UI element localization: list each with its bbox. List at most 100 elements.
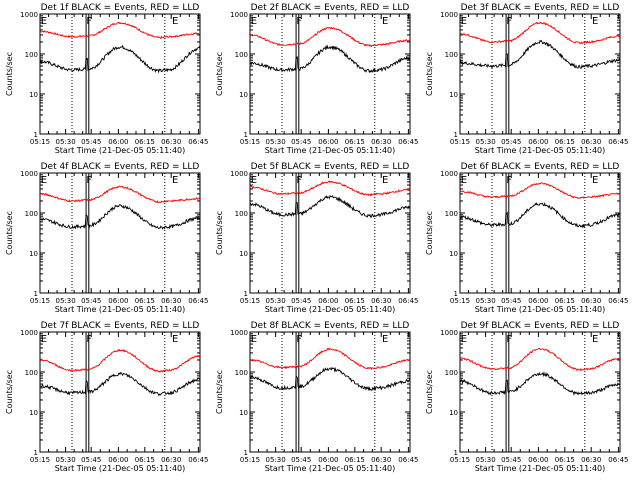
panel-5-lld-line (249, 180, 411, 197)
panel-9-ytick-label: 1 (454, 449, 458, 457)
panel-8-ytick-label: 1 (244, 449, 248, 457)
panel-9-xtick-label: 05:30 (476, 456, 496, 464)
panel-7-events-line (39, 371, 201, 397)
panel-5-xtick-label: 06:00 (318, 297, 338, 305)
panel-2-xtick-label: 05:30 (266, 138, 286, 146)
panel-7-xtick-label: 06:30 (161, 456, 181, 464)
panel-3-xlabel: Start Time (21-Dec-05 05:11:40) (475, 146, 606, 155)
panel-7-lld-line (39, 348, 201, 373)
panel-4-xtick-label: 05:45 (81, 297, 101, 305)
panel-8-xtick-label: 06:45 (398, 456, 418, 464)
panel-7-flag-e: E (172, 334, 178, 345)
panel-6-xtick-label: 06:00 (528, 297, 548, 305)
panel-4-xtick-label: 05:15 (30, 297, 50, 305)
panel-8-title: Det 8f BLACK = Events, RED = LLD (251, 321, 410, 331)
panel-8-xlabel: Start Time (21-Dec-05 05:11:40) (265, 464, 396, 473)
panel-2-frame (249, 13, 411, 135)
panel-1-ytick-label: 100 (25, 51, 38, 59)
panel-2-flag-e: E (382, 16, 388, 27)
panel-6-ytick-label: 1 (454, 290, 458, 298)
panel-8-flag-e: E (251, 334, 257, 345)
panel-3-xtick-label: 05:45 (501, 138, 521, 146)
panel-2-xtick-label: 06:45 (398, 138, 418, 146)
panel-7-title: Det 7f BLACK = Events, RED = LLD (41, 321, 200, 331)
panel-1-ytick-label: 10 (29, 91, 38, 99)
panel-6-xtick-label: 05:30 (476, 297, 496, 305)
panel-5-ytick-label: 1 (244, 290, 248, 298)
panel-1-flag-f: F (86, 16, 92, 27)
panel-1-title: Det 1f BLACK = Events, RED = LLD (41, 3, 200, 13)
panel-8-ytick-label: 100 (235, 369, 248, 377)
panel-3-ytick-label: 100 (445, 51, 458, 59)
panel-7-ytick-label: 1000 (20, 329, 38, 337)
panel-5-ylabel: Counts/sec (215, 211, 224, 255)
panel-6-ytick-label: 1000 (440, 170, 458, 178)
panel-4-ytick-label: 1 (34, 290, 38, 298)
panel-5-xtick-label: 05:15 (240, 297, 260, 305)
panel-3-xtick-label: 05:30 (476, 138, 496, 146)
panel-1-xtick-label: 06:15 (135, 138, 155, 146)
panel-6-ytick-label: 100 (445, 210, 458, 218)
panel-2-flag-e: E (251, 16, 257, 27)
panel-7-ytick-label: 10 (29, 409, 38, 417)
panel-6-lld-line (459, 182, 621, 199)
panel-6-xtick-label: 06:30 (581, 297, 601, 305)
panel-9-ylabel: Counts/sec (425, 370, 434, 414)
panel-3-flag-e: E (461, 16, 467, 27)
panel-1-xtick-label: 05:45 (81, 138, 101, 146)
panel-2-title: Det 2f BLACK = Events, RED = LLD (251, 3, 410, 13)
panel-2-flag-f: F (296, 16, 302, 27)
panel-1-xlabel: Start Time (21-Dec-05 05:11:40) (55, 146, 186, 155)
panel-1-ylabel: Counts/sec (5, 52, 14, 96)
panel-7-xlabel: Start Time (21-Dec-05 05:11:40) (55, 464, 186, 473)
panel-7-xtick-label: 05:15 (30, 456, 50, 464)
panel-5-xtick-label: 06:30 (371, 297, 391, 305)
panel-7-frame (39, 331, 201, 453)
panel-3-flag-f: F (506, 16, 512, 27)
panel-4-xtick-label: 05:30 (56, 297, 76, 305)
panel-7-flag-f: F (86, 334, 92, 345)
panel-4-xtick-label: 06:15 (135, 297, 155, 305)
panel-9-ytick-label: 100 (445, 369, 458, 377)
panel-3-flag-e: E (592, 16, 598, 27)
panel-8-xtick-label: 06:00 (318, 456, 338, 464)
panel-2-ylabel: Counts/sec (215, 52, 224, 96)
panel-9-xtick-label: 05:45 (501, 456, 521, 464)
panel-3-xtick-label: 06:45 (608, 138, 628, 146)
panel-8-xtick-label: 05:45 (291, 456, 311, 464)
panel-2-ytick-label: 10 (239, 91, 248, 99)
panel-9-xtick-label: 05:15 (450, 456, 470, 464)
panel-9-ytick-label: 1000 (440, 329, 458, 337)
panel-8-frame (249, 331, 411, 453)
panel-1-flag-e: E (172, 16, 178, 27)
panel-1-ytick-label: 1 (34, 131, 38, 139)
panel-6-flag-e: E (461, 175, 467, 186)
panel-9-xtick-label: 06:00 (528, 456, 548, 464)
panel-9-lld-line (459, 347, 621, 372)
panel-4-flag-f: F (86, 175, 92, 186)
panel-4-xtick-label: 06:30 (161, 297, 181, 305)
panel-2-xtick-label: 06:30 (371, 138, 391, 146)
panel-4-xlabel: Start Time (21-Dec-05 05:11:40) (55, 305, 186, 314)
panel-7-ytick-label: 100 (25, 369, 38, 377)
panel-8-flag-f: F (296, 334, 302, 345)
panel-4-ytick-label: 100 (25, 210, 38, 218)
panel-2-lld-line (249, 26, 411, 48)
panel-9-frame (459, 331, 621, 453)
panel-2-xtick-label: 06:00 (318, 138, 338, 146)
panel-7-xtick-label: 06:15 (135, 456, 155, 464)
panel-5-xtick-label: 06:45 (398, 297, 418, 305)
panel-4-frame (39, 172, 201, 294)
panel-5-xtick-label: 06:15 (345, 297, 365, 305)
panel-4-lld-line (39, 185, 201, 204)
panel-9-xtick-label: 06:15 (555, 456, 575, 464)
panel-9-title: Det 9f BLACK = Events, RED = LLD (461, 321, 620, 331)
panel-5-ytick-label: 100 (235, 210, 248, 218)
panel-8-xtick-label: 05:15 (240, 456, 260, 464)
panel-2-xtick-label: 06:15 (345, 138, 365, 146)
panel-3-lld-line (459, 21, 621, 45)
panel-7-xtick-label: 05:30 (56, 456, 76, 464)
panel-3-xtick-label: 06:00 (528, 138, 548, 146)
panel-2-ytick-label: 1 (244, 131, 248, 139)
panel-6-xtick-label: 06:45 (608, 297, 628, 305)
